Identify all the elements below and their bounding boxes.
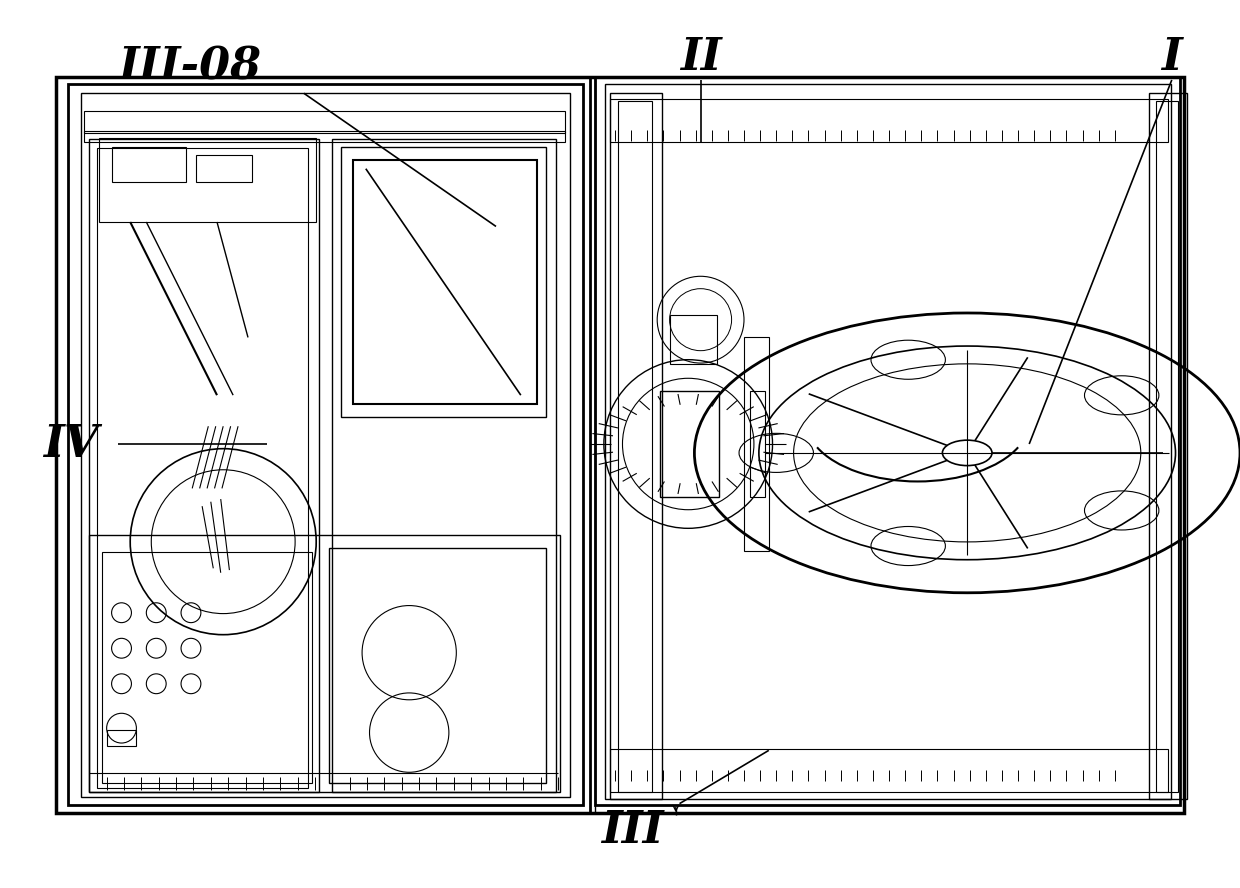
Bar bbox=[1156, 101, 1178, 792]
Bar bbox=[750, 391, 765, 497]
Bar bbox=[112, 147, 186, 182]
Bar bbox=[618, 101, 652, 792]
Bar bbox=[107, 730, 136, 746]
Bar bbox=[1149, 93, 1187, 799]
Text: IV: IV bbox=[43, 423, 99, 465]
Bar bbox=[332, 139, 556, 792]
Bar bbox=[81, 93, 570, 797]
Bar bbox=[97, 148, 308, 788]
Text: III-08: III-08 bbox=[118, 45, 260, 88]
Text: II: II bbox=[680, 36, 722, 79]
Bar bbox=[353, 160, 537, 404]
Bar bbox=[595, 77, 1180, 805]
Bar bbox=[610, 749, 1168, 792]
Text: I: I bbox=[1162, 36, 1182, 79]
Ellipse shape bbox=[942, 440, 992, 465]
Bar bbox=[329, 548, 546, 783]
Bar bbox=[744, 337, 769, 551]
Bar bbox=[89, 139, 319, 792]
Bar bbox=[610, 99, 1168, 142]
Bar bbox=[84, 111, 565, 133]
Bar bbox=[605, 84, 1171, 799]
Bar bbox=[610, 93, 662, 799]
Bar bbox=[56, 77, 1184, 813]
Bar bbox=[102, 552, 312, 783]
Bar bbox=[660, 391, 719, 497]
Bar bbox=[68, 84, 583, 805]
Bar bbox=[341, 147, 546, 417]
Bar bbox=[89, 535, 560, 792]
Bar bbox=[99, 138, 316, 222]
Bar bbox=[670, 315, 717, 364]
Text: III: III bbox=[601, 809, 663, 852]
Bar bbox=[196, 155, 252, 182]
Bar bbox=[84, 131, 565, 142]
